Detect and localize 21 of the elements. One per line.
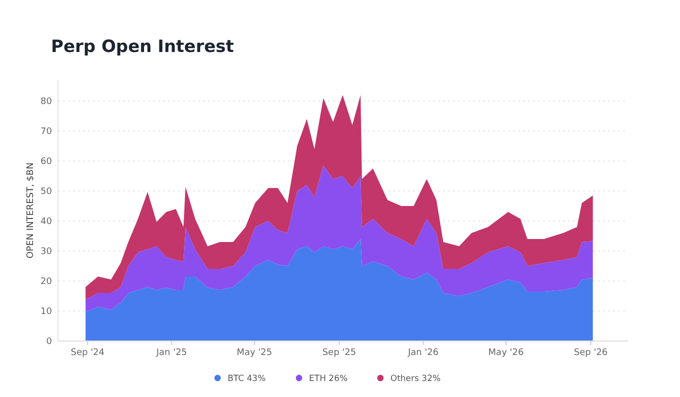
- legend-label: Others 32%: [390, 374, 441, 384]
- y-tick-label: 70: [40, 127, 52, 138]
- y-tick-label: 30: [40, 247, 52, 258]
- y-tick-label: 60: [40, 157, 52, 168]
- y-tick-label: 10: [40, 307, 52, 318]
- chart-title: Perp Open Interest: [51, 37, 234, 57]
- y-axis-title: OPEN INTEREST, $BN: [26, 162, 36, 258]
- y-tick-label: 50: [40, 187, 52, 198]
- y-tick-label: 40: [40, 217, 52, 228]
- x-tick-label: Jan '25: [155, 348, 188, 358]
- legend-label: BTC 43%: [228, 374, 266, 384]
- x-tick-label: May '26: [488, 348, 524, 358]
- y-tick-label: 80: [40, 97, 52, 108]
- legend-label: ETH 26%: [309, 374, 348, 384]
- x-tick-label: Sep '26: [574, 348, 608, 358]
- x-tick-label: Jan '26: [406, 348, 439, 358]
- y-tick-label: 20: [40, 277, 52, 288]
- x-tick-label: Sep '24: [70, 348, 105, 358]
- x-tick-label: May '25: [236, 348, 272, 358]
- x-tick-label: Sep '25: [322, 348, 356, 358]
- y-tick-label: 0: [46, 337, 52, 348]
